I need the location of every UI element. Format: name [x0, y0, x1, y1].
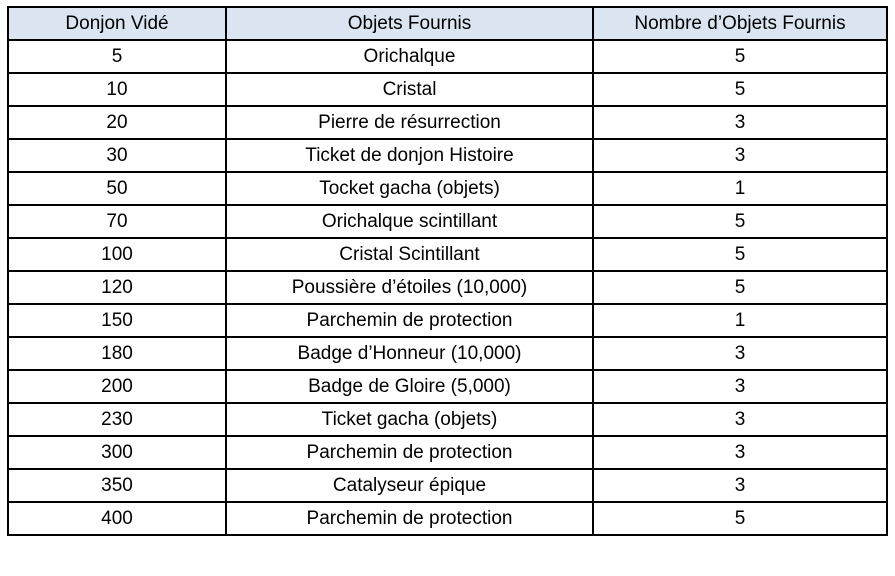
table-row: 200 Badge de Gloire (5,000) 3: [7, 369, 888, 404]
donjon-cell: 20: [7, 105, 227, 140]
nombre-cell: 3: [592, 105, 888, 140]
donjon-cell: 200: [7, 369, 227, 404]
objet-cell: Pierre de résurrection: [225, 105, 594, 140]
table-body: 5 Orichalque 5 10 Cristal 5 20 Pierre de résurr…: [7, 39, 888, 536]
objet-cell: Orichalque scintillant: [225, 204, 594, 239]
table-row: 400 Parchemin de protection 5: [7, 501, 888, 536]
donjon-cell: 100: [7, 237, 227, 272]
table-row: 30 Ticket de donjon Histoire 3: [7, 138, 888, 173]
nombre-cell: 5: [592, 237, 888, 272]
dungeon-rewards-table: Donjon Vidé Objets Fournis Nombre d’Obje…: [7, 6, 888, 536]
nombre-cell: 3: [592, 435, 888, 470]
table-row: 70 Orichalque scintillant 5: [7, 204, 888, 239]
donjon-cell: 350: [7, 468, 227, 503]
column-header-donjon-vide: Donjon Vidé: [7, 6, 227, 41]
objet-cell: Orichalque: [225, 39, 594, 74]
nombre-cell: 3: [592, 369, 888, 404]
nombre-cell: 1: [592, 171, 888, 206]
objet-cell: Poussière d’étoiles (10,000): [225, 270, 594, 305]
table-row: 350 Catalyseur épique 3: [7, 468, 888, 503]
objet-cell: Parchemin de protection: [225, 435, 594, 470]
objet-cell: Badge de Gloire (5,000): [225, 369, 594, 404]
table-row: 120 Poussière d’étoiles (10,000) 5: [7, 270, 888, 305]
objet-cell: Tocket gacha (objets): [225, 171, 594, 206]
header-row: Donjon Vidé Objets Fournis Nombre d’Obje…: [7, 6, 888, 41]
column-header-objets-fournis: Objets Fournis: [225, 6, 594, 41]
objet-cell: Ticket gacha (objets): [225, 402, 594, 437]
objet-cell: Ticket de donjon Histoire: [225, 138, 594, 173]
objet-cell: Parchemin de protection: [225, 303, 594, 338]
nombre-cell: 3: [592, 402, 888, 437]
column-header-nombre-objets-fournis: Nombre d’Objets Fournis: [592, 6, 888, 41]
table-row: 10 Cristal 5: [7, 72, 888, 107]
objet-cell: Badge d’Honneur (10,000): [225, 336, 594, 371]
donjon-cell: 230: [7, 402, 227, 437]
donjon-cell: 5: [7, 39, 227, 74]
nombre-cell: 1: [592, 303, 888, 338]
donjon-cell: 180: [7, 336, 227, 371]
objet-cell: Cristal: [225, 72, 594, 107]
table-row: 20 Pierre de résurrection 3: [7, 105, 888, 140]
donjon-cell: 150: [7, 303, 227, 338]
table-row: 230 Ticket gacha (objets) 3: [7, 402, 888, 437]
nombre-cell: 5: [592, 501, 888, 536]
objet-cell: Parchemin de protection: [225, 501, 594, 536]
table-row: 5 Orichalque 5: [7, 39, 888, 74]
nombre-cell: 3: [592, 138, 888, 173]
nombre-cell: 5: [592, 39, 888, 74]
table-header: Donjon Vidé Objets Fournis Nombre d’Obje…: [7, 6, 888, 41]
table-row: 180 Badge d’Honneur (10,000) 3: [7, 336, 888, 371]
donjon-cell: 10: [7, 72, 227, 107]
donjon-cell: 400: [7, 501, 227, 536]
donjon-cell: 30: [7, 138, 227, 173]
nombre-cell: 3: [592, 468, 888, 503]
nombre-cell: 5: [592, 270, 888, 305]
nombre-cell: 3: [592, 336, 888, 371]
table-row: 100 Cristal Scintillant 5: [7, 237, 888, 272]
table-row: 50 Tocket gacha (objets) 1: [7, 171, 888, 206]
table-row: 300 Parchemin de protection 3: [7, 435, 888, 470]
nombre-cell: 5: [592, 72, 888, 107]
donjon-cell: 50: [7, 171, 227, 206]
objet-cell: Cristal Scintillant: [225, 237, 594, 272]
donjon-cell: 300: [7, 435, 227, 470]
table-row: 150 Parchemin de protection 1: [7, 303, 888, 338]
objet-cell: Catalyseur épique: [225, 468, 594, 503]
nombre-cell: 5: [592, 204, 888, 239]
donjon-cell: 120: [7, 270, 227, 305]
donjon-cell: 70: [7, 204, 227, 239]
